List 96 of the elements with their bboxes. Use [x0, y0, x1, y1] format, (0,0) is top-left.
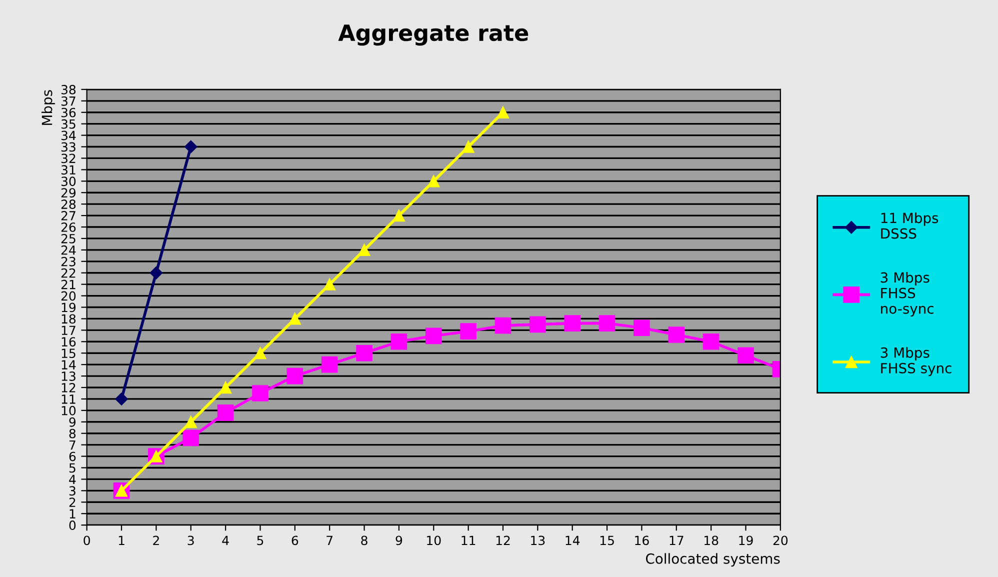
legend-label: 3 Mbps FHSS no-sync	[880, 272, 934, 317]
y-tick-label: 2	[69, 498, 76, 507]
y-tick-label: 3	[69, 486, 76, 496]
y-tick-label: 6	[69, 452, 76, 462]
x-tick-label: 15	[600, 536, 614, 546]
x-tick-label: 18	[704, 536, 718, 546]
y-tick-label: 26	[61, 222, 76, 232]
y-tick-label: 0	[69, 520, 76, 530]
point	[252, 385, 268, 402]
x-tick-label: 6	[292, 536, 298, 546]
point	[184, 140, 198, 154]
y-tick-label: 16	[62, 337, 76, 347]
x-tick-label: 7	[326, 536, 332, 545]
y-tick-label: 20	[61, 291, 76, 301]
y-tick-label: 10	[62, 406, 76, 416]
y-tick-label: 5	[69, 463, 76, 473]
x-tick-label: 10	[427, 536, 441, 546]
x-axis-title: Collocated systems	[646, 553, 780, 567]
point	[390, 333, 408, 350]
y-tick-label: 7	[69, 440, 76, 450]
x-tick-label: 5	[257, 536, 264, 546]
point	[356, 344, 372, 362]
y-tick-label: 30	[61, 176, 76, 186]
point	[462, 140, 474, 153]
y-tick-label: 37	[61, 96, 76, 106]
point	[634, 320, 650, 336]
y-tick-label: 11	[62, 394, 76, 404]
point	[598, 315, 616, 332]
x-tick-label: 4	[222, 536, 229, 545]
y-tick-label: 35	[61, 119, 76, 129]
point	[219, 381, 232, 394]
y-tick-label: 8	[69, 428, 76, 438]
point	[564, 315, 581, 332]
point	[217, 404, 234, 421]
y-tick-label: 21	[61, 280, 76, 290]
point	[184, 416, 197, 428]
y-tick-label: 13	[62, 372, 76, 381]
point	[738, 347, 754, 364]
y-tick-label: 24	[61, 245, 76, 255]
y-tick-label: 15	[62, 348, 76, 358]
x-tick-label: 12	[496, 536, 510, 545]
x-tick-label: 0	[84, 536, 90, 546]
y-tick-label: 25	[61, 234, 76, 244]
x-tick-label: 8	[361, 536, 368, 546]
legend-label: 3 Mbps FHSS sync	[880, 347, 952, 376]
y-tick-label: 33	[61, 142, 76, 152]
y-tick-label: 28	[61, 200, 76, 210]
point	[254, 347, 266, 360]
point	[530, 316, 546, 333]
y-tick-label: 31	[61, 165, 76, 175]
point	[286, 368, 304, 384]
point	[321, 356, 338, 373]
point	[324, 278, 336, 290]
point	[702, 333, 720, 350]
point	[425, 328, 442, 344]
chart-title: Aggregate rate	[338, 24, 528, 46]
x-tick-label: 19	[739, 536, 753, 546]
point	[494, 317, 512, 334]
x-tick-label: 13	[531, 536, 545, 546]
x-tick-label: 17	[670, 536, 684, 545]
point	[358, 244, 370, 256]
y-tick-label: 23	[61, 256, 76, 266]
x-tick-label: 1	[118, 536, 124, 545]
y-tick-label: 4	[69, 474, 76, 484]
x-tick-label: 3	[188, 536, 194, 546]
point	[182, 430, 200, 446]
x-tick-label: 2	[153, 536, 159, 545]
y-tick-label: 12	[62, 382, 76, 392]
y-tick-label: 1	[70, 509, 76, 518]
y-tick-label: 34	[61, 130, 76, 140]
y-tick-label: 32	[61, 154, 76, 164]
point	[150, 266, 163, 280]
point	[460, 323, 476, 340]
x-tick-label: 16	[635, 536, 649, 546]
x-tick-label: 9	[396, 536, 402, 546]
y-tick-label: 17	[62, 326, 76, 335]
y-tick-label: 27	[61, 211, 76, 220]
point	[392, 209, 406, 222]
x-tick-label: 11	[462, 536, 476, 545]
x-tick-label: 14	[566, 536, 580, 545]
y-tick-label: 9	[69, 417, 76, 427]
point	[288, 312, 301, 325]
legend-label: 11 Mbps DSSS	[881, 212, 938, 239]
y-tick-label: 29	[61, 188, 76, 198]
y-axis-title: Mbps	[42, 90, 55, 125]
y-tick-label: 14	[62, 360, 76, 370]
y-tick-label: 36	[61, 108, 76, 118]
y-tick-label: 38	[61, 84, 76, 94]
y-tick-label: 18	[62, 314, 76, 324]
y-tick-label: 22	[61, 268, 76, 278]
point	[496, 106, 510, 118]
y-tick-label: 19	[62, 302, 76, 312]
point	[428, 175, 440, 188]
point	[115, 392, 128, 406]
x-tick-label: 20	[773, 536, 788, 546]
point	[668, 326, 685, 343]
